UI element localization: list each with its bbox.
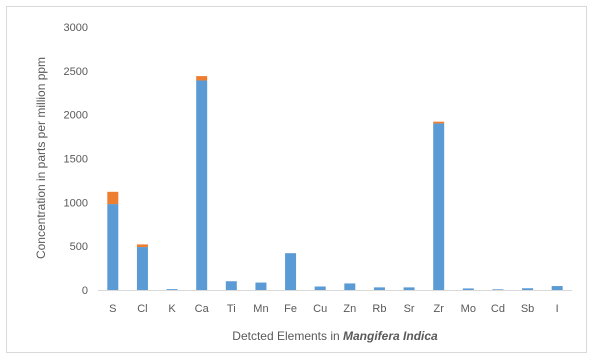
bar-cl-series-1: [136, 247, 148, 290]
bar-k-series-1: [166, 289, 178, 290]
bar-zr-series-2: [433, 121, 445, 124]
x-tick-label: Cl: [137, 303, 147, 315]
bar-mn-series-1: [255, 282, 267, 290]
y-tick-label: 500: [70, 241, 88, 253]
bar-ti-series-1: [225, 281, 237, 290]
y-tick-label: 1500: [64, 154, 88, 166]
x-tick-label: Sr: [404, 303, 415, 315]
bar-fe-series-1: [285, 253, 297, 290]
bar-zr-series-1: [433, 123, 445, 290]
y-axis-title: Concentration in parts per million ppm: [34, 57, 48, 259]
bar-s-series-1: [107, 204, 119, 290]
chart-area: [6, 6, 587, 353]
bar-cd-series-1: [492, 289, 504, 290]
y-tick-label: 3000: [64, 22, 88, 34]
x-axis-title-species: Mangifera Indica: [343, 329, 438, 343]
y-tick-label: 1000: [64, 197, 88, 209]
x-axis-title-text: Detcted Elements in: [232, 329, 343, 343]
x-tick-label: Mn: [253, 303, 268, 315]
bar-mo-series-1: [462, 288, 474, 290]
x-tick-label: K: [168, 303, 176, 315]
x-tick-label: Fe: [284, 303, 297, 315]
bar-sb-series-1: [522, 288, 534, 290]
plot-area: [107, 76, 563, 290]
x-axis-title: Detcted Elements in Mangifera Indica: [232, 329, 438, 343]
x-tick-label: Zn: [343, 303, 356, 315]
x-tick-label: Ti: [227, 303, 236, 315]
x-axis: S Cl K Ca Ti Mn Fe Cu Zn Rb Sr Zr Mo Cd Sb I: [109, 303, 559, 315]
bar-sr-series-1: [403, 287, 415, 290]
x-tick-label: Sb: [521, 303, 534, 315]
x-tick-label: I: [556, 303, 559, 315]
bar-cu-series-1: [314, 286, 326, 290]
bar-ca-series-1: [196, 80, 208, 290]
x-tick-label: Mo: [461, 303, 476, 315]
bar-cl-series-2: [136, 244, 148, 248]
bar-i-series-1: [551, 286, 563, 290]
x-tick-label: Rb: [372, 303, 386, 315]
y-tick-label: 2000: [64, 110, 88, 122]
y-tick-label: 0: [82, 285, 88, 297]
y-axis: 0 500 1000 1500 2000 2500 3000: [64, 22, 88, 297]
x-tick-label: Zr: [433, 303, 444, 315]
bar-ca-series-2: [196, 76, 208, 81]
bar-s-series-2: [107, 191, 119, 205]
y-tick-label: 2500: [64, 66, 88, 78]
x-tick-label: Cd: [491, 303, 505, 315]
x-tick-label: Ca: [195, 303, 210, 315]
x-tick-label: Cu: [313, 303, 327, 315]
bar-zn-series-1: [344, 283, 356, 290]
x-tick-label: S: [109, 303, 116, 315]
bar-rb-series-1: [373, 287, 385, 290]
